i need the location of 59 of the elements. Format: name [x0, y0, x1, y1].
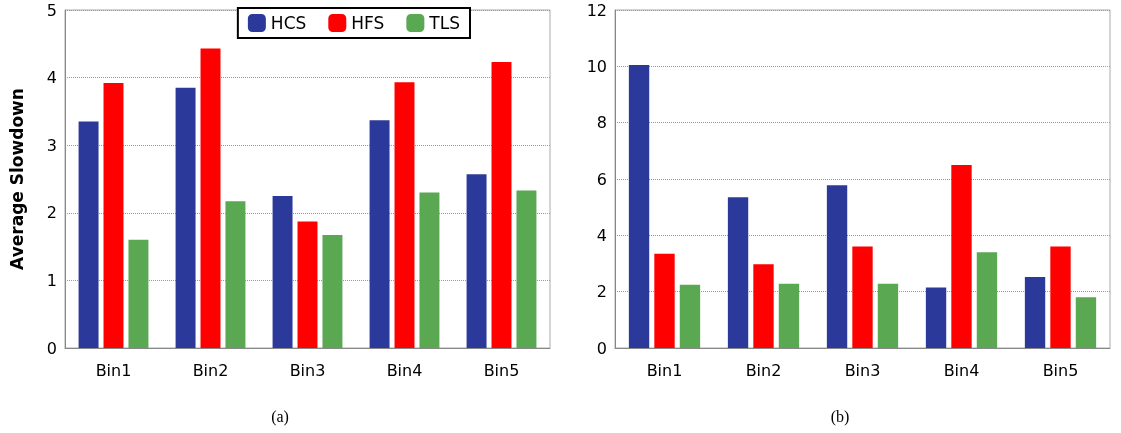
bar: [951, 164, 972, 348]
bar: [628, 64, 650, 348]
bar: [826, 185, 848, 348]
bar: [200, 48, 221, 348]
bar: [103, 83, 124, 348]
x-tick-label: Bin1: [646, 360, 683, 380]
bar: [654, 253, 675, 348]
bar: [679, 284, 701, 348]
y-tick-label: 8: [596, 113, 607, 133]
bar: [516, 190, 537, 348]
bar: [322, 235, 343, 348]
bar: [175, 87, 196, 348]
bar: [78, 121, 99, 348]
y-tick-label: 2: [596, 282, 607, 302]
bar: [491, 62, 512, 348]
x-tick-label: Bin5: [483, 360, 520, 380]
x-tick-label: Bin4: [386, 360, 423, 380]
x-tick-label: Bin3: [289, 360, 326, 380]
x-tick-label: Bin4: [943, 360, 980, 380]
x-tick-label: Bin2: [192, 360, 229, 380]
bar: [727, 197, 749, 348]
bar: [753, 264, 774, 348]
y-tick-label: 2: [46, 203, 57, 223]
bar: [877, 283, 899, 348]
x-tick-label: Bin5: [1042, 360, 1079, 380]
bar: [976, 252, 998, 348]
y-tick-label: 1: [46, 270, 57, 290]
legend-label: HFS: [351, 13, 385, 33]
x-tick-label: Bin1: [95, 360, 132, 380]
bar: [1024, 277, 1046, 348]
bar: [297, 221, 318, 348]
y-tick-label: 4: [46, 68, 57, 88]
y-tick-label: 5: [46, 0, 57, 20]
bar: [778, 283, 800, 348]
bar: [1050, 246, 1071, 348]
y-tick-label: 3: [46, 135, 57, 155]
bar: [272, 195, 293, 348]
y-axis-title: Average Slowdown: [6, 88, 27, 270]
legend-label: TLS: [428, 13, 461, 33]
x-tick-label: Bin2: [745, 360, 782, 380]
y-tick-label: 12: [586, 0, 607, 20]
bar: [1075, 297, 1097, 348]
text: (b): [830, 407, 850, 426]
bar: [225, 201, 246, 348]
y-tick-label: 4: [596, 225, 607, 245]
text: (a): [271, 407, 289, 426]
bar: [394, 82, 415, 348]
bar: [419, 192, 440, 348]
y-tick-label: 6: [596, 169, 607, 189]
bar: [466, 174, 487, 348]
legend-label: HCS: [270, 13, 307, 33]
y-tick-label: 0: [46, 338, 57, 358]
bar: [369, 120, 390, 348]
bar: [852, 246, 873, 348]
bar: [128, 239, 149, 348]
bar: [925, 287, 947, 348]
x-tick-label: Bin3: [844, 360, 881, 380]
y-tick-label: 10: [586, 56, 607, 76]
y-tick-label: 0: [596, 338, 607, 358]
